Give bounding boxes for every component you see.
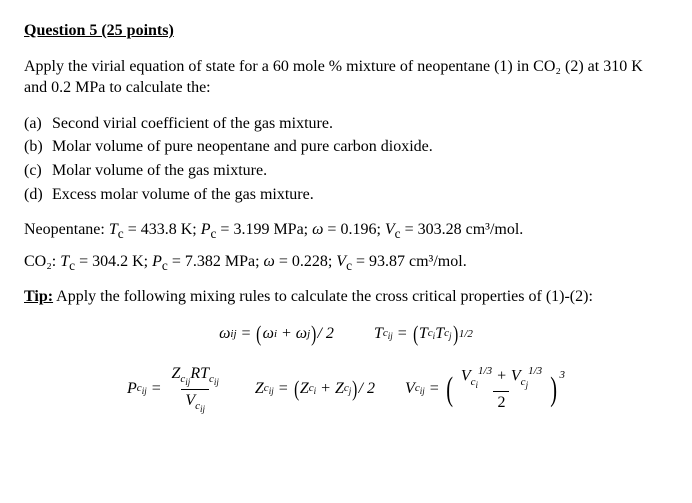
part-b-text: Molar volume of pure neopentane and pure… [52,138,433,155]
part-b-label: (b) [24,136,48,158]
tip-text: Apply the following mixing rules to calc… [53,288,593,305]
neopentane-props: Neopentane: Tc = 433.8 K; Pc = 3.199 MPa… [24,219,668,243]
part-d-label: (d) [24,184,48,206]
co2-props: CO₂: Tc = 304.2 K; Pc = 7.382 MPa; ω = 0… [24,251,668,275]
equation-row-1: ωij = (ωi + ωj)/ 2 Tcij = (TciTcj)1/2 [24,323,668,345]
part-a-text: Second virial coefficient of the gas mix… [52,115,333,132]
question-heading: Question 5 (25 points) [24,20,668,42]
part-a: (a) Second virial coefficient of the gas… [24,113,668,135]
part-c-text: Molar volume of the gas mixture. [52,162,267,179]
parts-list: (a) Second virial coefficient of the gas… [24,113,668,205]
tip-label: Tip: [24,288,53,305]
tip-line: Tip: Apply the following mixing rules to… [24,286,668,308]
eq-pc: Pcij = ZcijRTcij Vcij [127,363,225,415]
part-b: (b) Molar volume of pure neopentane and … [24,136,668,158]
part-a-label: (a) [24,113,48,135]
intro-text: Apply the virial equation of state for a… [24,56,668,99]
eq-zc: Zcij = (Zci + Zcj)/ 2 [255,363,375,415]
part-d-text: Excess molar volume of the gas mixture. [52,186,314,203]
equation-row-2: Pcij = ZcijRTcij Vcij Zcij = (Zci + Zcj)… [24,363,668,415]
eq-omega: ωij = (ωi + ωj)/ 2 [219,323,334,345]
part-d: (d) Excess molar volume of the gas mixtu… [24,184,668,206]
eq-vc: Vcij = ( Vci1/3 + Vcj1/3 2 )3 [405,363,565,415]
part-c: (c) Molar volume of the gas mixture. [24,160,668,182]
part-c-label: (c) [24,160,48,182]
eq-tc: Tcij = (TciTcj)1/2 [374,323,473,345]
